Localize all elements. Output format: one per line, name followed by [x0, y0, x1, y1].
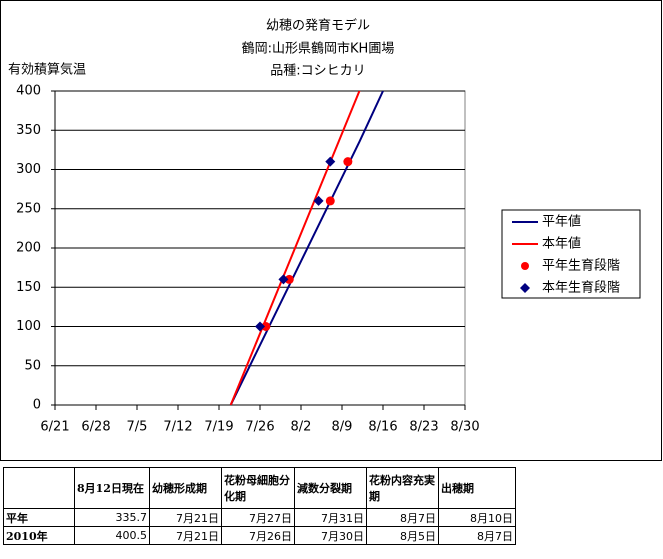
legend-label: 平年生育段階: [542, 258, 620, 274]
legend-swatch: [521, 262, 529, 270]
table-header: 減数分裂期: [294, 467, 367, 509]
x-tick-label: 8/9: [332, 420, 353, 435]
point: [284, 274, 294, 284]
line: [229, 91, 384, 405]
point: [325, 196, 335, 206]
legend-label: 本年値: [542, 236, 581, 252]
table-cell: 400.5: [74, 526, 150, 545]
x-tick-label: 7/19: [204, 420, 233, 435]
table-cell: 7月26日: [221, 526, 295, 545]
table-cell: 8月7日: [366, 508, 439, 527]
y-tick-label: 350: [16, 123, 41, 138]
y-tick-label: 250: [16, 201, 41, 216]
table-cell: 335.7: [74, 508, 150, 527]
chart-title: 幼穂の発育モデル: [266, 18, 370, 34]
y-tick-label: 100: [16, 319, 41, 334]
table-cell: 7月31日: [294, 508, 367, 527]
legend-label: 本年生育段階: [542, 280, 620, 296]
table-header: 幼穂形成期: [149, 467, 222, 509]
legend-swatch: [520, 283, 530, 293]
y-tick-label: 400: [16, 84, 41, 99]
x-tick-label: 8/23: [409, 420, 438, 435]
table-cell: 8月7日: [438, 526, 516, 545]
table-corner: [3, 467, 75, 509]
y-tick-label: 50: [24, 358, 41, 373]
x-tick-label: 7/26: [245, 420, 274, 435]
table-cell: 8月10日: [438, 508, 516, 527]
table-cell: 7月30日: [294, 526, 367, 545]
y-tick-label: 300: [16, 162, 41, 177]
chart: 幼穂の発育モデル 鶴岡:山形県鶴岡市KH圃場 品種:コシヒカリ 有効積算気温 0…: [0, 0, 662, 461]
table-cell: 2010年: [3, 526, 75, 545]
point: [325, 156, 336, 167]
x-tick-label: 7/12: [163, 420, 192, 435]
y-tick-label: 200: [16, 241, 41, 256]
chart-subtitle: 品種:コシヒカリ: [270, 63, 365, 79]
x-tick-label: 7/5: [127, 420, 148, 435]
point: [278, 274, 289, 285]
chart-subtitle: 鶴岡:山形県鶴岡市KH圃場: [242, 41, 395, 57]
x-tick-label: 8/30: [450, 420, 479, 435]
table-header: 花粉内容充実期: [366, 467, 439, 509]
table-header: 花粉母細胞分化期: [221, 467, 295, 509]
table-cell: 平年: [3, 508, 75, 527]
y-tick-label: 0: [33, 398, 41, 413]
point: [343, 157, 353, 167]
point: [255, 321, 265, 332]
point: [313, 195, 324, 206]
x-tick-label: 8/16: [368, 420, 397, 435]
x-tick-label: 6/21: [40, 420, 69, 435]
point: [261, 322, 271, 331]
table-cell: 8月5日: [366, 526, 439, 545]
table-header: 8月12日現在: [74, 467, 150, 509]
legend-label: 平年値: [542, 214, 581, 230]
table-header: 出穂期: [438, 467, 516, 509]
line: [229, 91, 361, 405]
table-cell: 7月21日: [149, 526, 222, 545]
table-cell: 7月21日: [149, 508, 222, 527]
y-tick-label: 150: [16, 280, 41, 295]
table-cell: 7月27日: [221, 508, 295, 527]
y-axis-title: 有効積算気温: [8, 62, 86, 78]
table: 8月12日現在 幼穂形成期 花粉母細胞分化期 減数分裂期 花粉内容充実期 出穂期…: [3, 467, 516, 545]
x-tick-label: 6/28: [81, 420, 110, 435]
x-tick-label: 8/2: [291, 420, 312, 435]
